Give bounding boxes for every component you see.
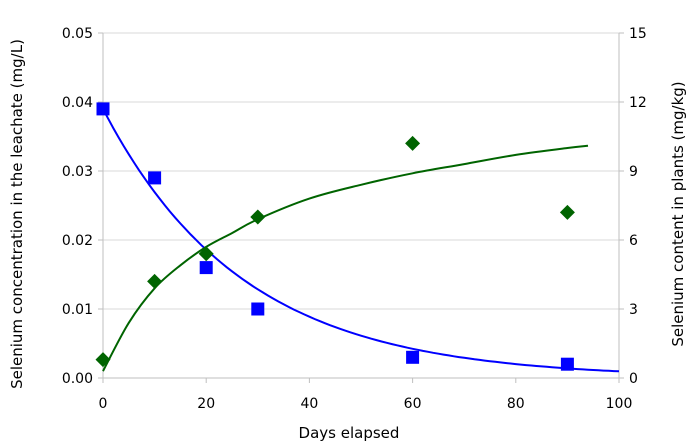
leachate-fit-curve <box>102 108 620 373</box>
axes <box>98 32 624 383</box>
leachate-square-point <box>199 261 213 275</box>
leachate-square-point <box>406 350 420 364</box>
plant-diamond-point <box>405 135 421 151</box>
left-y-tick-label: 0.04 <box>62 95 93 111</box>
x-tick-label: 80 <box>507 396 525 412</box>
plant-fit-curve <box>102 144 589 372</box>
plant-diamond-point <box>250 209 266 225</box>
left-y-tick-label: 0.05 <box>62 26 93 42</box>
right-y-tick-label: 12 <box>629 95 647 111</box>
gridlines <box>103 32 619 310</box>
data-markers <box>95 102 575 371</box>
right-y-axis-title: Selenium content in plants (mg/kg) <box>669 81 687 346</box>
tick-labels: 0.00 0 0.01 3 0.02 6 0.03 9 0.04 12 0.05 15 0 20 40 60 8… <box>62 26 647 412</box>
x-tick-label: 100 <box>606 396 633 412</box>
left-y-tick-label: 0.02 <box>62 233 93 249</box>
x-tick-label: 40 <box>300 396 318 412</box>
left-y-axis-title: Selenium concentration in the leachate (… <box>8 39 26 389</box>
plant-diamond-point <box>95 352 111 368</box>
x-tick-label: 60 <box>404 396 422 412</box>
leachate-square-point <box>96 102 110 116</box>
plant-diamond-point <box>559 204 575 220</box>
x-axis-title: Days elapsed <box>299 424 400 442</box>
left-y-tick-label: 0.00 <box>62 371 93 387</box>
right-y-tick-label: 6 <box>629 233 638 249</box>
right-y-tick-label: 9 <box>629 164 638 180</box>
right-y-tick-label: 0 <box>629 371 638 387</box>
leachate-square-point <box>251 302 265 316</box>
leachate-square-point <box>560 357 574 371</box>
left-y-tick-label: 0.03 <box>62 164 93 180</box>
leachate-square-point <box>148 171 162 185</box>
right-y-tick-label: 15 <box>629 26 647 42</box>
plant-diamond-point <box>147 273 163 289</box>
x-tick-label: 20 <box>197 396 215 412</box>
left-y-tick-label: 0.01 <box>62 302 93 318</box>
x-tick-label: 0 <box>99 396 108 412</box>
right-y-tick-label: 3 <box>629 302 638 318</box>
plant-diamond-point <box>198 246 214 262</box>
